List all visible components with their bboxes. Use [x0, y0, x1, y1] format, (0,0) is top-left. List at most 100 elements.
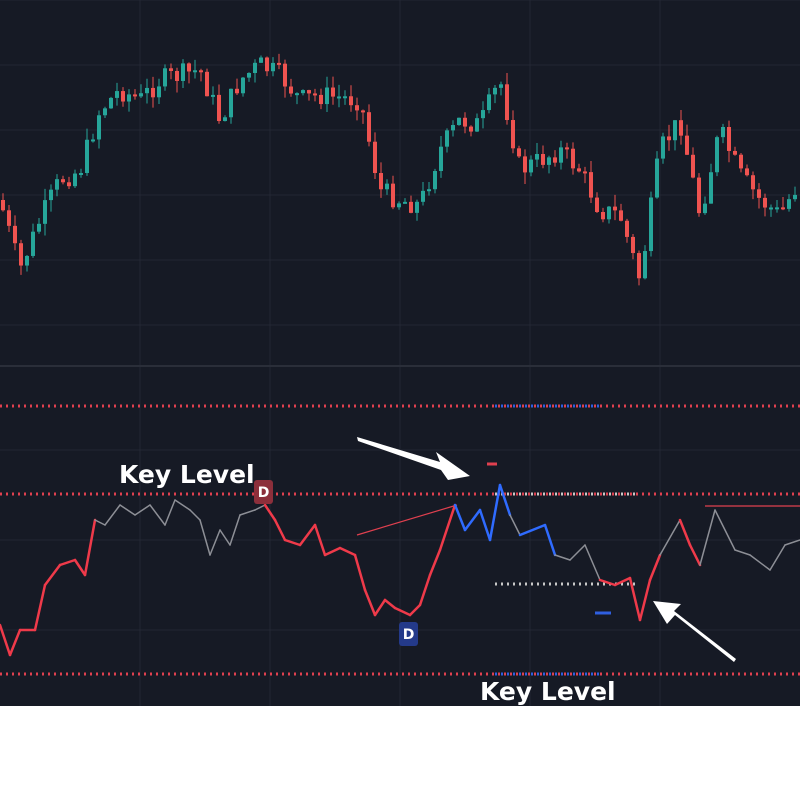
candle-body [109, 97, 113, 109]
oscillator-segment [383, 598, 397, 610]
candle-body [349, 96, 353, 106]
oscillator-segment [199, 519, 211, 556]
oscillator-segment [254, 504, 266, 511]
candle-body [97, 115, 101, 140]
candle-body [493, 87, 497, 95]
candle-body [259, 57, 263, 63]
divergence-label: D [258, 485, 270, 501]
oscillator-segment [428, 548, 442, 577]
candle-body [25, 255, 29, 266]
arrow [357, 437, 470, 480]
candle-body [265, 57, 269, 72]
oscillator-segment [263, 503, 277, 522]
candle-body [787, 199, 791, 209]
candle-body [151, 87, 155, 98]
candle-body [583, 171, 587, 174]
candle-body [283, 63, 287, 87]
oscillator-segment [119, 504, 136, 516]
candle-body [277, 62, 281, 65]
candle-body [91, 139, 95, 142]
oscillator-segment [73, 558, 87, 577]
candle-body [43, 200, 47, 224]
candle-body [763, 197, 767, 208]
oscillator-segment [134, 504, 151, 516]
candle-body [463, 117, 467, 127]
oscillator-segment [678, 518, 692, 547]
candle-body [523, 156, 527, 173]
candle-body [427, 189, 431, 192]
oscillator-segment [219, 529, 231, 546]
candle-body [511, 120, 515, 149]
candle-body [613, 206, 617, 211]
candle-body [685, 135, 689, 155]
candle-body [235, 88, 239, 94]
candle-body [403, 201, 407, 204]
oscillator-segment [569, 544, 586, 561]
candle-body [379, 173, 383, 190]
candle-body [727, 126, 731, 151]
oscillator-segment [33, 583, 47, 632]
candle-body [193, 70, 197, 73]
candle-body [295, 93, 299, 96]
candle-body [793, 194, 797, 200]
key-level-label: Key Level [119, 460, 255, 489]
candle-body [595, 197, 599, 213]
oscillator-segment [699, 509, 716, 566]
candle-body [631, 236, 635, 254]
candle-body [469, 126, 473, 132]
candle-body [325, 87, 329, 105]
candle-body [643, 251, 647, 279]
oscillator-segment [498, 483, 512, 517]
candle-body [301, 90, 305, 94]
candle-body [181, 63, 185, 81]
candle-body [547, 157, 551, 165]
oscillator-segment [648, 553, 662, 582]
oscillator-segment [784, 539, 800, 546]
candle-body [691, 154, 695, 178]
candle-body [415, 201, 419, 213]
candle-body [205, 71, 209, 97]
candle-body [757, 189, 761, 198]
candle-body [37, 223, 41, 232]
oscillator-segment [598, 578, 617, 587]
oscillator-segment [438, 503, 457, 552]
candle-body [571, 148, 575, 169]
candle-body [67, 182, 71, 187]
candle-body [559, 147, 563, 163]
oscillator-segment [373, 598, 387, 617]
candle-body [517, 148, 521, 157]
candle-body [31, 231, 35, 256]
oscillator-segment [0, 623, 12, 657]
candle-body [739, 154, 743, 169]
divergence-badge [399, 622, 418, 646]
oscillator-segment [638, 578, 652, 622]
candle-body [145, 87, 149, 94]
candle-body [121, 91, 125, 102]
candle-body [391, 183, 395, 208]
candle-body [331, 87, 335, 97]
oscillator-segment [229, 514, 241, 546]
candle-body [703, 203, 707, 214]
candle-body [229, 88, 233, 118]
candle-body [127, 94, 131, 102]
candle-body [187, 63, 191, 72]
oscillator-segment [749, 554, 771, 571]
candle-body [361, 110, 365, 113]
candle-body [139, 93, 143, 97]
candle-body [553, 157, 557, 163]
candle-body [217, 94, 221, 122]
oscillator-segment [734, 549, 751, 556]
candles [1, 53, 797, 286]
candle-body [175, 70, 179, 81]
candle-body [439, 146, 443, 172]
candle-body [529, 159, 533, 173]
candle-body [733, 150, 737, 155]
candle-body [709, 172, 713, 204]
candle-body [625, 220, 629, 237]
oscillator-segment [174, 499, 191, 511]
oscillator-segment [149, 504, 166, 526]
oscillator-segment [509, 514, 521, 536]
oscillator-segment [83, 518, 97, 577]
